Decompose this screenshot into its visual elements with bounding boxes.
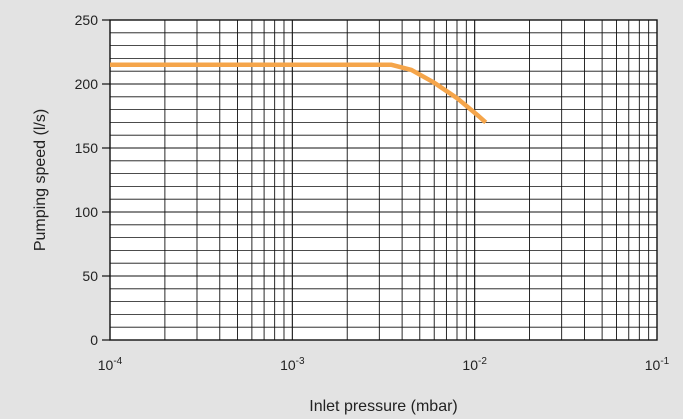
y-tick-label: 250 (75, 12, 99, 28)
x-axis-title: Inlet pressure (mbar) (309, 398, 458, 415)
y-tick-labels: 0 50 100 150 200 250 (75, 12, 110, 348)
y-axis-title: Pumping speed (l/s) (32, 109, 49, 251)
x-tick-label: 10-3 (280, 356, 305, 373)
series-layer (110, 62, 488, 125)
series-line-1 (110, 62, 488, 125)
x-tick-label: 10-4 (98, 356, 123, 373)
plot-background (110, 20, 657, 340)
y-tick-label: 50 (82, 268, 98, 284)
plot-frame (109, 19, 658, 341)
y-tick-label: 200 (75, 76, 99, 92)
x-tick-labels: 10-4 10-3 10-2 10-1 (98, 356, 670, 373)
grid-lines (110, 20, 657, 340)
y-tick-label: 0 (90, 332, 98, 348)
y-tick-label: 150 (75, 140, 99, 156)
x-tick-label: 10-2 (462, 356, 487, 373)
y-tick-label: 100 (75, 204, 99, 220)
x-tick-label: 10-1 (645, 356, 670, 373)
